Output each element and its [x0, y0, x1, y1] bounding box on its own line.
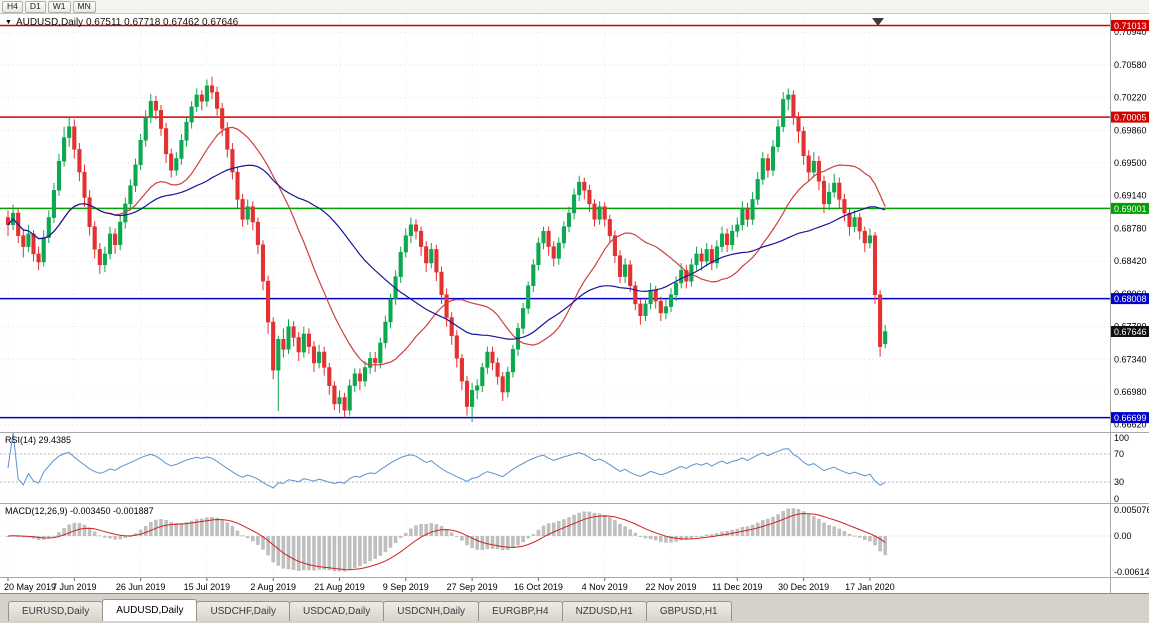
macd-pane: 0.005076 0.00 -0.006146 [0, 505, 1149, 577]
tab-usdchf-daily[interactable]: USDCHF,Daily [196, 601, 290, 621]
price-label-text: 0.71013 [1114, 21, 1147, 31]
price-axis-tick: 0.68420 [1114, 256, 1147, 266]
macd-axis-tick: -0.006146 [1114, 567, 1149, 577]
price-label-text: 0.68008 [1114, 294, 1147, 304]
tab-eurgbp-h4[interactable]: EURGBP,H4 [478, 601, 563, 621]
tab-usdcnh-daily[interactable]: USDCNH,Daily [383, 601, 479, 621]
date-axis-tick: 7 Jun 2019 [52, 582, 97, 592]
rsi-axis-tick: 70 [1114, 449, 1124, 459]
rsi-axis-tick: 0 [1114, 494, 1119, 504]
symbol-tab-bar: EURUSD,DailyAUDUSD,DailyUSDCHF,DailyUSDC… [0, 593, 1149, 623]
price-axis-tick: 0.66980 [1114, 387, 1147, 397]
date-axis-tick: 4 Nov 2019 [582, 582, 628, 592]
tab-audusd-daily[interactable]: AUDUSD,Daily [102, 599, 197, 621]
rsi-axis-tick: 30 [1114, 477, 1124, 487]
rsi-pane: 100 70 30 0 [0, 433, 1129, 504]
macd-axis-tick: 0.00 [1114, 531, 1132, 541]
chart-plot[interactable]: 0.709400.705800.702200.698600.695000.691… [0, 14, 1149, 593]
trading-app-window: H4 D1 W1 MN 0.709400.705800.702200.69860… [0, 0, 1149, 623]
candlesticks [6, 77, 887, 422]
date-axis-tick: 11 Dec 2019 [712, 582, 762, 592]
chart-area[interactable]: 0.709400.705800.702200.698600.695000.691… [0, 14, 1149, 593]
chart-title-text: AUDUSD,Daily 0.67511 0.67718 0.67462 0.6… [16, 17, 238, 28]
timeframe-button-mn[interactable]: MN [73, 1, 96, 13]
date-axis: 20 May 20197 Jun 2019 26 Jun 2019 15 Jul 2… [4, 578, 895, 592]
date-axis-tick: 17 Jan 2020 [845, 582, 895, 592]
price-axis-tick: 0.70580 [1114, 60, 1147, 70]
timeframe-toolbar: H4 D1 W1 MN [0, 0, 1149, 14]
timeframe-button-h4[interactable]: H4 [2, 1, 23, 13]
price-label-text: 0.69001 [1114, 204, 1147, 214]
price-label-text: 0.70005 [1114, 113, 1147, 123]
date-axis-tick: 16 Oct 2019 [514, 582, 563, 592]
date-axis-tick: 15 Jul 2019 [184, 582, 231, 592]
macd-axis-tick: 0.005076 [1114, 505, 1149, 515]
date-axis-tick: 21 Aug 2019 [314, 582, 365, 592]
price-axis-tick: 0.69860 [1114, 125, 1147, 135]
date-axis-tick: 20 May 2019 [4, 582, 56, 592]
timeframe-button-w1[interactable]: W1 [48, 1, 71, 13]
date-axis-tick: 30 Dec 2019 [778, 582, 829, 592]
date-axis-tick: 26 Jun 2019 [116, 582, 166, 592]
price-label-text: 0.67646 [1114, 327, 1147, 337]
tab-usdcad-daily[interactable]: USDCAD,Daily [289, 601, 384, 621]
price-label-text: 0.66699 [1114, 413, 1147, 423]
horizontal-levels [0, 26, 1110, 418]
price-axis-tick: 0.68780 [1114, 224, 1147, 234]
date-axis-tick: 22 Nov 2019 [645, 582, 696, 592]
price-axis-tick: 0.67340 [1114, 354, 1147, 364]
tab-nzdusd-h1[interactable]: NZDUSD,H1 [562, 601, 647, 621]
price-axis-tick: 0.69140 [1114, 191, 1147, 201]
rsi-line [8, 433, 885, 488]
rsi-indicator-label: RSI(14) 29.4385 [5, 435, 71, 445]
tab-eurusd-daily[interactable]: EURUSD,Daily [8, 601, 103, 621]
date-axis-tick: 9 Sep 2019 [383, 582, 429, 592]
macd-indicator-label: MACD(12,26,9) -0.003450 -0.001887 [5, 506, 154, 516]
symbol-marker-icon: ▼ [5, 19, 12, 26]
timeframe-button-d1[interactable]: D1 [25, 1, 46, 13]
grid [0, 14, 1110, 578]
date-axis-tick: 2 Aug 2019 [250, 582, 296, 592]
price-axis-tick: 0.69500 [1114, 158, 1147, 168]
date-axis-tick: 27 Sep 2019 [447, 582, 498, 592]
price-axis-tick: 0.70220 [1114, 93, 1147, 103]
chart-symbol-title: ▼ AUDUSD,Daily 0.67511 0.67718 0.67462 0… [5, 17, 238, 28]
tab-gbpusd-h1[interactable]: GBPUSD,H1 [646, 601, 732, 621]
macd-signal-line [8, 514, 885, 570]
rsi-axis-tick: 100 [1114, 433, 1129, 443]
